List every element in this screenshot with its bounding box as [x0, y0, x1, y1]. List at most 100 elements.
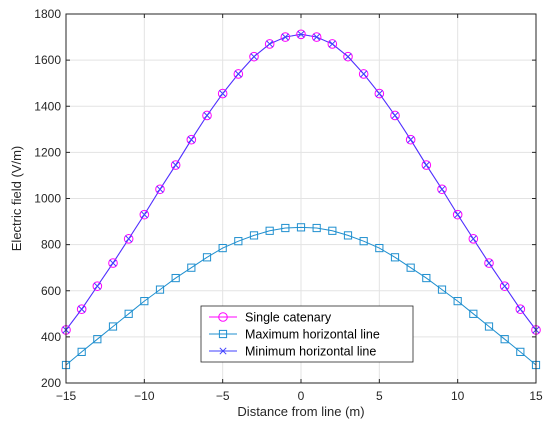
y-tick-label: 1200	[34, 145, 61, 159]
data-point	[186, 134, 197, 145]
data-point	[249, 231, 259, 240]
data-point	[360, 70, 368, 78]
legend-label: Minimum horizontal line	[245, 345, 376, 359]
data-point	[156, 185, 164, 193]
data-point	[453, 297, 462, 306]
data-point	[266, 40, 274, 48]
data-point	[500, 335, 509, 344]
legend-entry-single-catenary: Single catenary	[209, 311, 332, 325]
x-tick-label: 5	[376, 389, 383, 403]
data-point	[219, 347, 227, 355]
data-point	[265, 226, 274, 235]
y-axis-label: Electric field (V/m)	[9, 146, 24, 251]
data-point	[124, 309, 133, 318]
data-point	[93, 335, 102, 344]
grid	[65, 13, 537, 384]
x-tick-label: −15	[56, 389, 77, 403]
data-point	[407, 136, 415, 144]
data-point	[501, 282, 509, 290]
data-point	[108, 322, 118, 331]
data-point	[422, 273, 431, 283]
legend: Single catenary Maximum horizontal line …	[200, 305, 414, 363]
y-tick-label: 200	[41, 376, 61, 390]
data-point	[343, 51, 353, 62]
data-point	[359, 237, 368, 246]
y-tick-label: 1600	[34, 53, 61, 67]
legend-label: Single catenary	[245, 311, 332, 325]
data-point	[249, 51, 259, 62]
x-tick-label: 10	[451, 389, 465, 403]
data-point	[92, 281, 103, 291]
data-point	[390, 110, 400, 121]
x-tick-label: 15	[529, 389, 543, 403]
data-point	[452, 209, 463, 220]
data-point	[296, 29, 306, 40]
y-tick-label: 1000	[34, 192, 61, 206]
data-point	[217, 88, 228, 99]
data-point	[187, 263, 196, 272]
data-point	[516, 305, 524, 313]
data-point	[469, 235, 477, 243]
data-point	[171, 273, 180, 283]
data-point	[234, 237, 243, 246]
data-point	[516, 347, 525, 356]
x-tick-label: −10	[134, 389, 155, 403]
legend-marker	[218, 312, 228, 322]
data-point	[328, 40, 336, 48]
data-point	[202, 110, 212, 121]
data-point	[125, 235, 133, 243]
data-point	[484, 258, 494, 268]
data-point	[170, 160, 181, 170]
data-point	[140, 297, 149, 306]
data-point	[484, 322, 494, 331]
data-point	[343, 231, 353, 240]
data-point	[281, 33, 289, 41]
y-tick-label: 600	[41, 284, 61, 298]
data-point	[77, 347, 86, 356]
legend-entry-minimum-horizontal-line: Minimum horizontal line	[209, 345, 376, 359]
data-point	[358, 69, 369, 79]
data-point	[108, 258, 118, 268]
data-point	[454, 211, 462, 219]
data-point	[375, 90, 383, 98]
data-point	[296, 223, 306, 232]
data-point	[93, 282, 101, 290]
data-point	[264, 39, 275, 49]
x-tick-label: 0	[298, 389, 305, 403]
data-point	[203, 111, 211, 120]
y-tick-label: 1400	[34, 99, 61, 113]
legend-entry-maximum-horizontal-line: Maximum horizontal line	[209, 328, 380, 342]
data-point	[374, 88, 385, 99]
x-axis-label: Distance from line (m)	[237, 404, 364, 419]
data-point	[187, 136, 195, 144]
data-point	[390, 253, 400, 262]
series-markers	[61, 29, 541, 370]
y-tick-label: 800	[41, 238, 61, 252]
data-point	[234, 70, 242, 78]
legend-label: Maximum horizontal line	[245, 328, 380, 342]
data-point	[391, 111, 399, 120]
data-point	[297, 30, 305, 38]
data-point	[375, 243, 384, 253]
data-point	[250, 53, 258, 61]
y-tick-label: 400	[41, 330, 61, 344]
data-point	[202, 253, 212, 262]
data-point	[485, 259, 493, 267]
data-point	[123, 234, 134, 244]
data-point	[139, 209, 150, 220]
data-point	[78, 305, 86, 313]
data-point	[469, 309, 478, 318]
y-tick-label: 1800	[34, 7, 61, 21]
series-line	[65, 226, 537, 366]
data-point	[155, 285, 165, 294]
data-point	[421, 160, 432, 170]
data-point	[76, 304, 87, 315]
data-point	[218, 329, 228, 339]
data-point	[328, 226, 337, 235]
data-point	[438, 185, 446, 193]
legend-marker	[219, 347, 227, 355]
data-point	[327, 39, 338, 49]
data-point	[312, 223, 321, 233]
data-point	[499, 281, 510, 291]
